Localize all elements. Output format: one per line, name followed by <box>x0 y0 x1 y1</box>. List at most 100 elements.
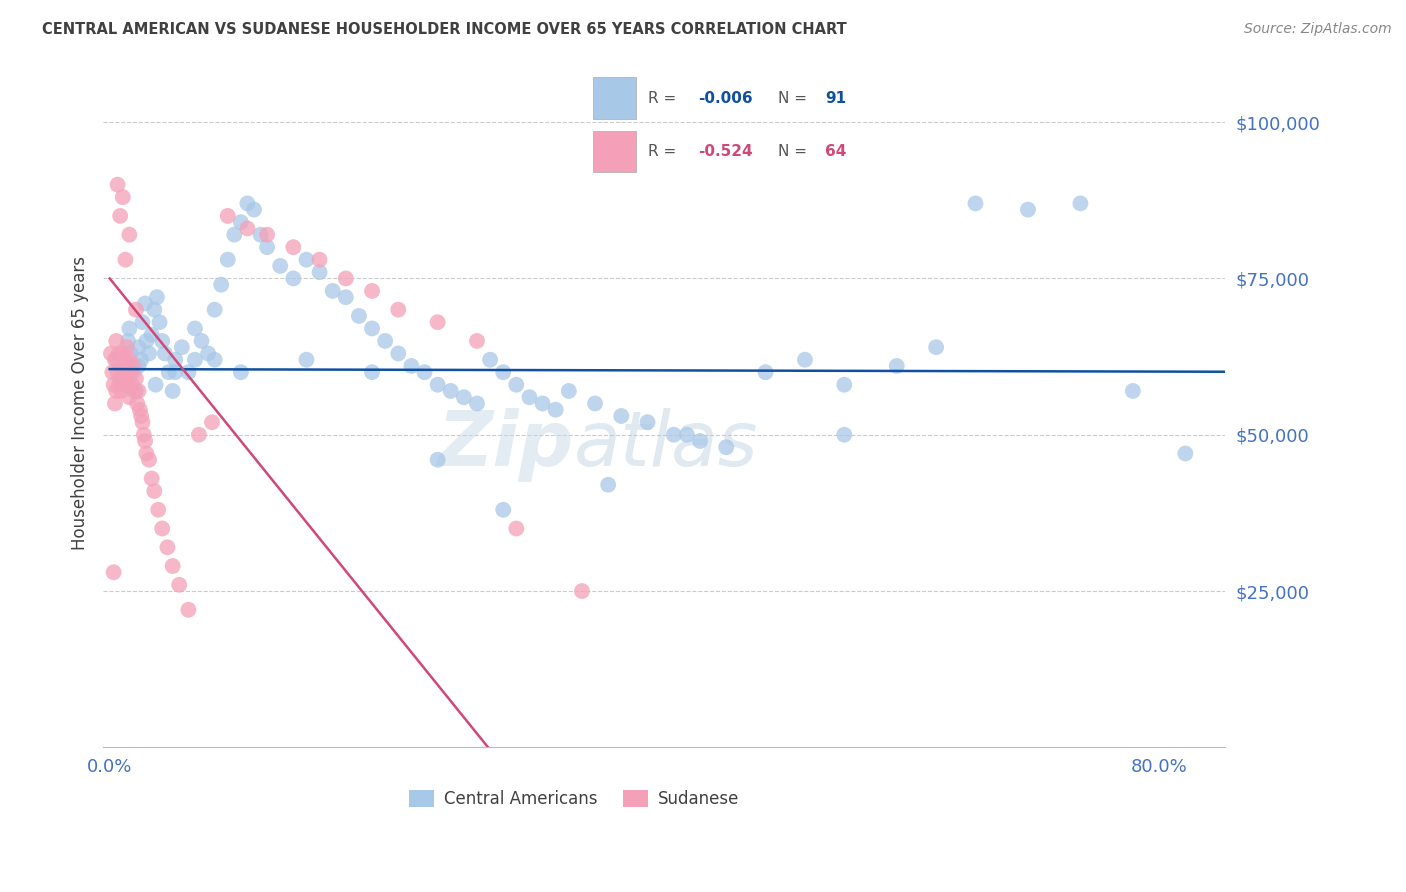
Point <box>440 384 463 398</box>
Point <box>101 365 124 379</box>
Point <box>128 384 150 398</box>
Point <box>217 252 239 267</box>
Legend: Central Americans, Sudanese: Central Americans, Sudanese <box>402 783 745 814</box>
Point <box>125 302 148 317</box>
Point <box>361 365 384 379</box>
Point <box>374 334 396 348</box>
Point <box>662 427 685 442</box>
Point <box>236 221 259 235</box>
Point <box>114 377 136 392</box>
Point <box>361 284 384 298</box>
Point <box>1017 202 1039 217</box>
Point <box>134 434 156 448</box>
Text: Zip: Zip <box>439 408 574 482</box>
Point <box>117 377 139 392</box>
Point <box>118 321 141 335</box>
Point <box>143 483 166 498</box>
Point <box>204 352 226 367</box>
Point <box>794 352 817 367</box>
Point <box>236 196 259 211</box>
Point <box>204 302 226 317</box>
Point <box>131 415 153 429</box>
Point <box>122 359 145 373</box>
Point <box>571 584 593 599</box>
Text: R =: R = <box>648 91 682 106</box>
Point <box>100 346 122 360</box>
Point <box>269 259 291 273</box>
Point <box>114 352 136 367</box>
Point <box>105 352 128 367</box>
Point <box>165 365 187 379</box>
Point <box>283 240 305 254</box>
Point <box>1122 384 1144 398</box>
Point <box>167 578 190 592</box>
Point <box>103 566 125 580</box>
Point <box>131 315 153 329</box>
Point <box>128 359 150 373</box>
Point <box>387 346 409 360</box>
Text: atlas: atlas <box>574 408 759 482</box>
Point <box>201 415 224 429</box>
Point <box>184 321 207 335</box>
Point <box>295 252 318 267</box>
Point <box>492 365 515 379</box>
Point <box>184 352 207 367</box>
Point <box>114 359 136 373</box>
Point <box>111 346 134 360</box>
Point <box>335 271 357 285</box>
Point <box>209 277 232 292</box>
Point <box>598 477 620 491</box>
Point <box>122 365 145 379</box>
Bar <box>593 78 636 119</box>
Point <box>128 340 150 354</box>
Point <box>105 334 128 348</box>
Point <box>965 196 987 211</box>
Point <box>108 377 131 392</box>
Point <box>120 365 142 379</box>
Y-axis label: Householder Income Over 65 years: Householder Income Over 65 years <box>72 257 89 550</box>
Point <box>308 265 330 279</box>
Point <box>162 384 184 398</box>
Point <box>111 371 134 385</box>
Point <box>229 365 252 379</box>
Point <box>156 541 179 555</box>
Point <box>157 365 180 379</box>
Point <box>519 390 541 404</box>
Text: N =: N = <box>779 91 813 106</box>
Point <box>111 359 134 373</box>
Point <box>153 346 176 360</box>
Point <box>143 302 166 317</box>
Point <box>229 215 252 229</box>
Point <box>108 346 131 360</box>
Point <box>544 402 567 417</box>
Point <box>128 402 150 417</box>
Point <box>256 227 278 242</box>
Point <box>129 409 152 423</box>
Point <box>170 340 193 354</box>
Point <box>197 346 219 360</box>
Point <box>492 502 515 516</box>
Point <box>479 352 502 367</box>
Point <box>426 377 449 392</box>
Point <box>256 240 278 254</box>
Point <box>150 334 173 348</box>
Point <box>401 359 423 373</box>
Point <box>347 309 370 323</box>
Point <box>145 377 167 392</box>
Point <box>115 340 138 354</box>
Point <box>124 384 146 398</box>
Bar <box>593 130 636 172</box>
Point <box>637 415 659 429</box>
Point <box>465 396 488 410</box>
Point <box>283 271 305 285</box>
Point <box>426 452 449 467</box>
Text: R =: R = <box>648 144 682 159</box>
Point <box>134 296 156 310</box>
Text: 64: 64 <box>825 144 846 159</box>
Point <box>108 209 131 223</box>
Point <box>558 384 581 398</box>
Point <box>129 352 152 367</box>
Point <box>105 384 128 398</box>
Point <box>112 365 135 379</box>
Point <box>755 365 778 379</box>
